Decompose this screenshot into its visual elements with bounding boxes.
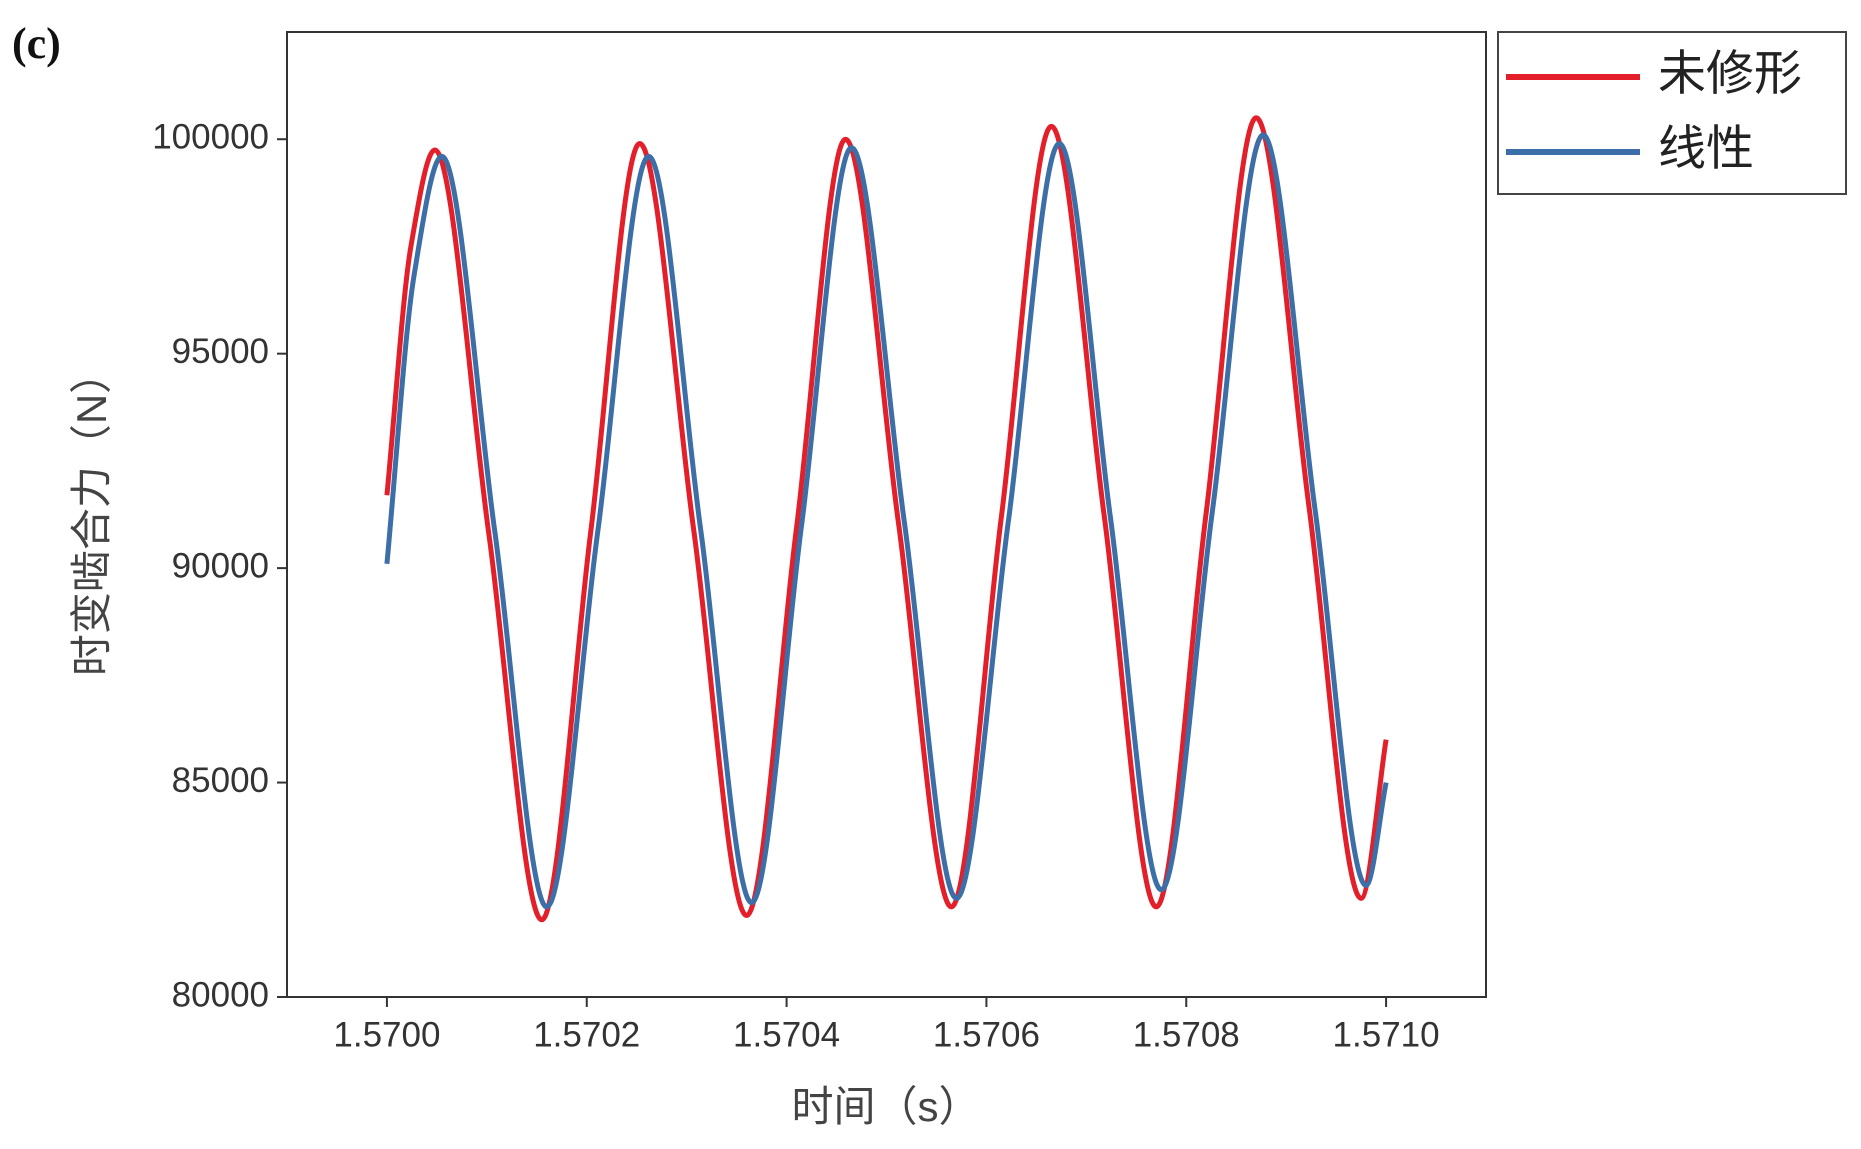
y-tick-label: 85000 (172, 761, 269, 800)
legend-label: 线性 (1658, 123, 1754, 176)
y-tick-label: 95000 (172, 332, 269, 371)
plot-frame (286, 31, 1487, 998)
x-tick-label: 1.5704 (733, 1015, 840, 1054)
legend-box (1497, 31, 1847, 195)
y-tick-label: 80000 (172, 975, 269, 1014)
x-axis-label: 时间（s） (791, 1083, 980, 1130)
series-line (384, 132, 1389, 910)
legend-label: 未修形 (1658, 48, 1802, 101)
chart-title: (c) (12, 19, 61, 68)
x-tick-label: 1.5700 (333, 1015, 440, 1054)
series-line (384, 115, 1389, 923)
x-tick-label: 1.5702 (533, 1015, 640, 1054)
y-tick-label: 100000 (152, 117, 269, 156)
x-tick-label: 1.5706 (933, 1015, 1040, 1054)
x-tick-label: 1.5708 (1133, 1015, 1240, 1054)
x-tick-label: 1.5710 (1333, 1015, 1440, 1054)
y-axis-label: 时变啮合力（N） (68, 352, 115, 676)
y-tick-label: 90000 (172, 546, 269, 585)
